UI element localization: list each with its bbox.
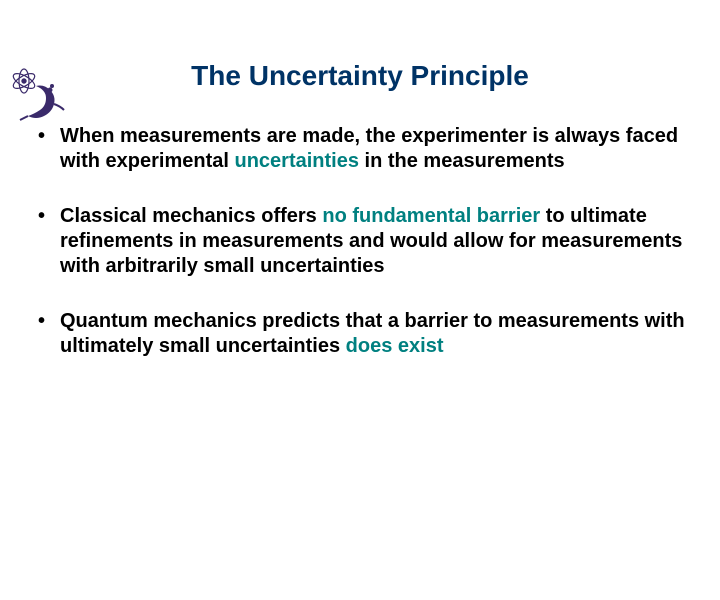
- bullet-item: Quantum mechanics predicts that a barrie…: [30, 309, 690, 359]
- bullet-text: Classical mechanics offers: [60, 205, 322, 227]
- slide-content: When measurements are made, the experime…: [0, 124, 720, 359]
- highlight-text: no fundamental barrier: [322, 205, 540, 227]
- slide-title: The Uncertainty Principle: [0, 60, 720, 92]
- highlight-text: does exist: [346, 335, 444, 357]
- gecko-atom-logo: [6, 66, 68, 124]
- highlight-text: uncertainties: [235, 150, 359, 172]
- bullet-item: When measurements are made, the experime…: [30, 124, 690, 174]
- bullet-item: Classical mechanics offers no fundamenta…: [30, 204, 690, 279]
- bullet-text: in the measurements: [359, 150, 565, 172]
